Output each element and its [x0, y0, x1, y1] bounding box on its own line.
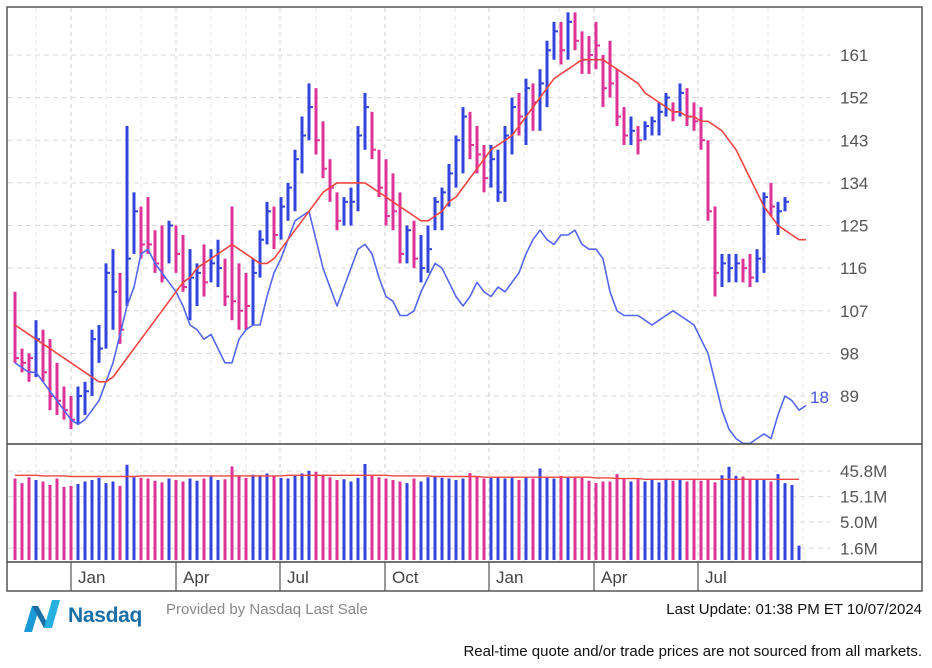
moving-average-line [14, 58, 806, 383]
nasdaq-logo: Nasdaq [22, 598, 142, 634]
price-tick-label: 107 [840, 302, 868, 321]
indicator-lines [14, 58, 807, 480]
volume-tick-label: 45.8M [840, 462, 887, 481]
stock-chart: 161 152 143 134 125 116 107 98 89 45.8M 15.1M 5.0M… [6, 6, 923, 592]
price-tick-label: 116 [840, 259, 867, 278]
volume-axis: 45.8M 15.1M 5.0M 1.6M [840, 462, 887, 558]
nasdaq-logo-icon [24, 600, 60, 632]
relative-strength-line [14, 210, 807, 445]
month-label: Jul [705, 568, 727, 587]
month-axis: Jan Apr Jul Oct Jan Apr Jul [70, 562, 727, 591]
price-tick-label: 89 [840, 387, 859, 406]
volume-bars [13, 464, 801, 560]
nasdaq-brand: Nasdaq [68, 604, 143, 627]
month-label: Jan [78, 568, 105, 587]
price-tick-label: 125 [840, 217, 868, 236]
volume-tick-label: 15.1M [840, 488, 887, 507]
price-tick-label: 134 [840, 174, 868, 193]
month-label: Apr [183, 568, 210, 587]
disclaimer: Real-time quote and/or trade prices are … [463, 643, 922, 660]
volume-tick-label: 1.6M [840, 539, 878, 558]
month-label: Oct [392, 568, 419, 587]
month-label: Jan [496, 568, 523, 587]
relative-strength-label: 18 [810, 388, 829, 407]
month-label: Jul [287, 568, 309, 587]
volume-tick-label: 5.0M [840, 513, 878, 532]
month-label: Apr [601, 568, 628, 587]
price-tick-label: 161 [840, 46, 868, 65]
price-tick-label: 152 [840, 89, 868, 108]
volume-average-line [15, 474, 799, 480]
price-tick-label: 143 [840, 131, 868, 150]
price-tick-label: 98 [840, 344, 859, 363]
price-axis: 161 152 143 134 125 116 107 98 89 [840, 46, 868, 406]
provider-note: Provided by Nasdaq Last Sale [166, 601, 368, 618]
last-update: Last Update: 01:38 PM ET 10/07/2024 [666, 601, 922, 618]
